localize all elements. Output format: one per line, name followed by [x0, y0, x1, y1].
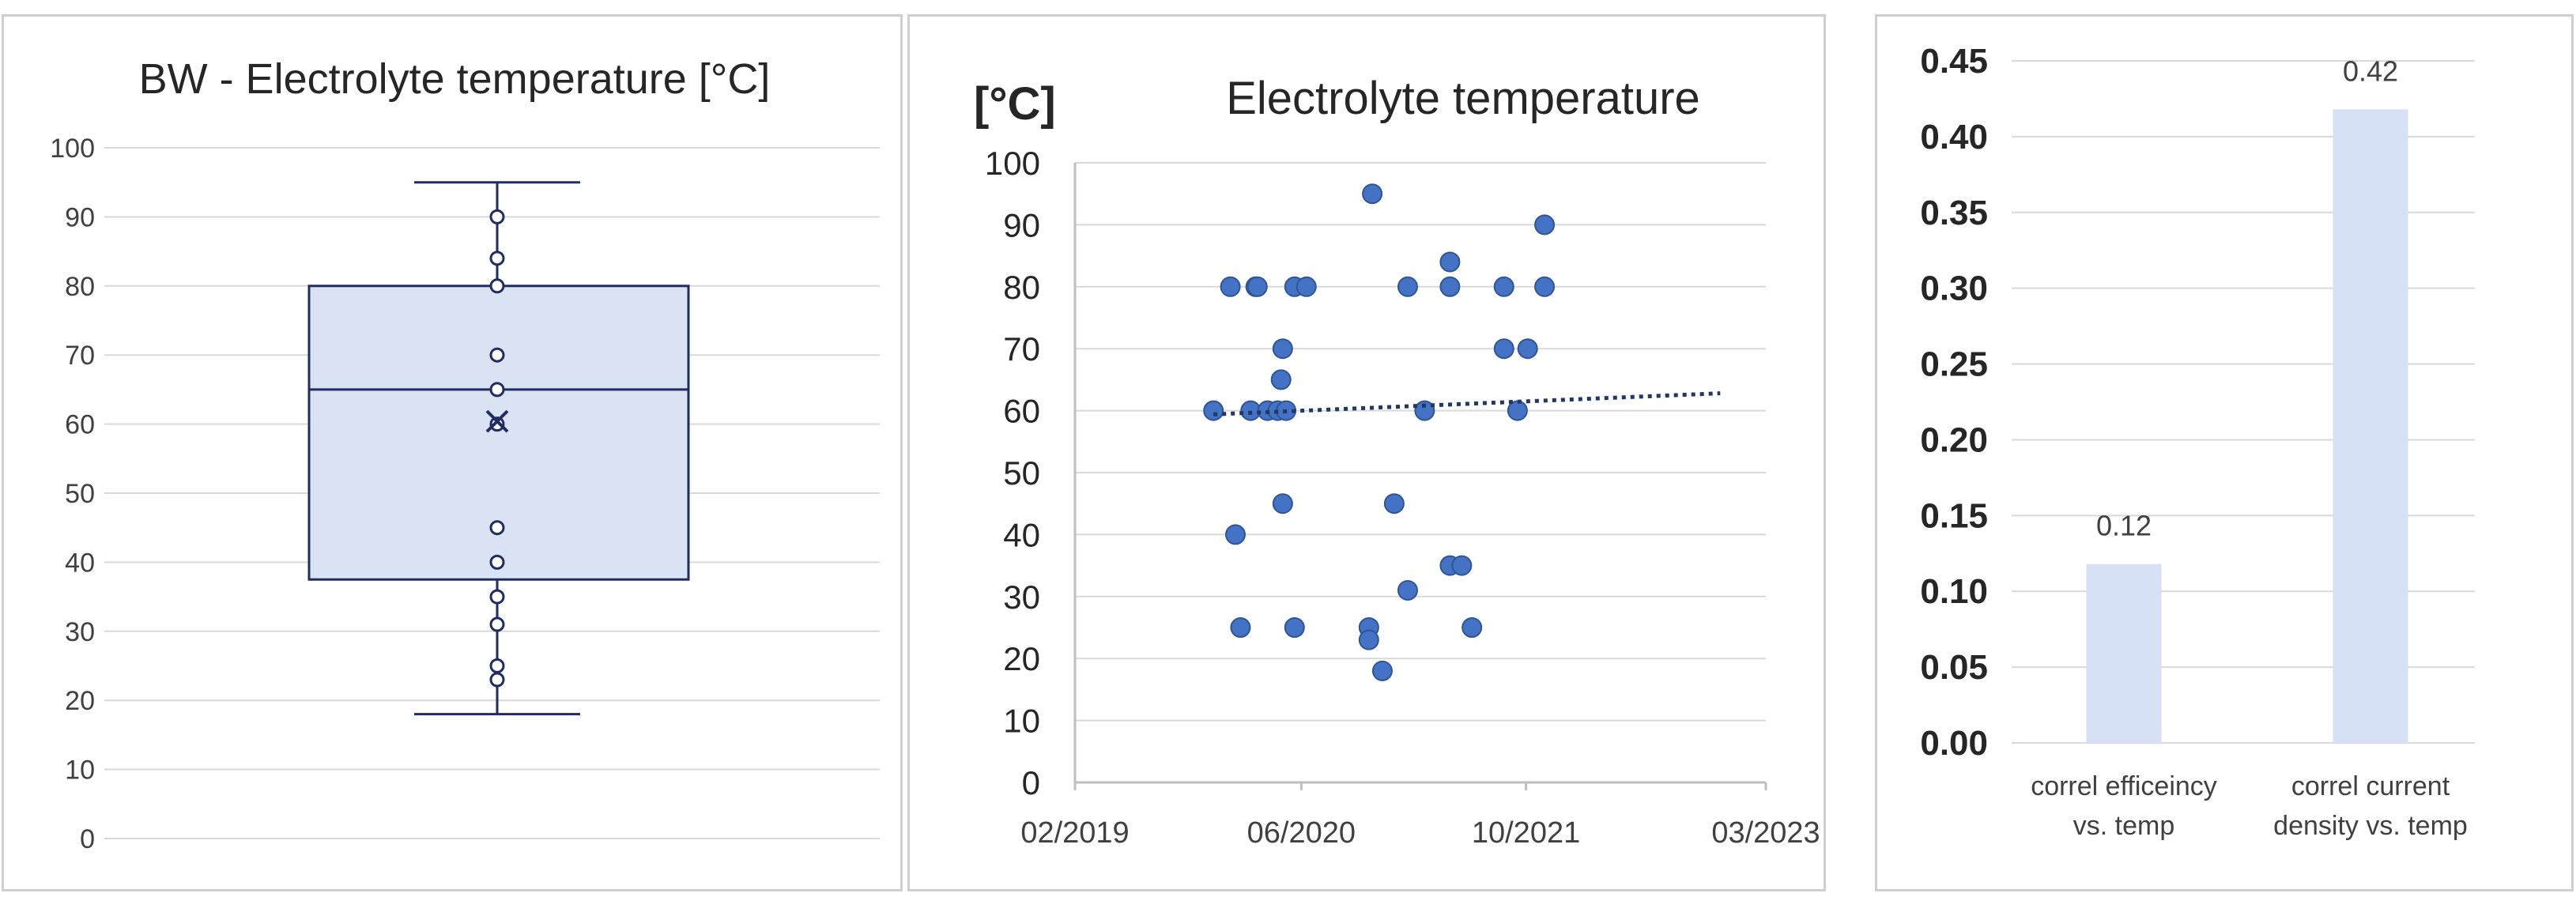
- y-tick-label: 0.25: [1920, 345, 1988, 384]
- data-point: [1383, 493, 1405, 514]
- data-point: [489, 278, 505, 294]
- x-tick-label: 10/2021: [1472, 816, 1580, 850]
- y-tick-label: 20: [65, 686, 95, 716]
- x-category-label: density vs. temp: [2273, 811, 2468, 841]
- data-point: [1272, 338, 1293, 360]
- bar-chart-panel: 0.00 0.05 0.10 0.15 0.20 0.25 0.30 0.35 0.40 0.45…: [1875, 14, 2574, 891]
- data-point: [1461, 617, 1483, 638]
- data-point: [1397, 579, 1418, 601]
- mean-marker: [485, 409, 509, 433]
- scatter-plot-chart: Electrolyte temperature [°C] 0 10 20 30 40 50 60…: [974, 73, 1820, 850]
- data-point: [1534, 276, 1556, 297]
- y-tick-label: 0.45: [1920, 42, 1988, 81]
- x-tick-label: 02/2019: [1020, 816, 1129, 850]
- y-tick-label: 50: [1003, 454, 1040, 492]
- y-tick-label: 80: [1003, 269, 1040, 306]
- y-tick-label: 0.30: [1920, 269, 1988, 308]
- x-category-label: correl current: [2291, 771, 2450, 801]
- data-point: [1397, 276, 1418, 297]
- y-tick-label: 10: [1003, 703, 1040, 740]
- data-point: [489, 554, 505, 570]
- y-tick-label: 40: [1003, 516, 1040, 553]
- y-tick-label: 0.10: [1920, 572, 1988, 611]
- data-point: [489, 209, 505, 224]
- data-point: [489, 589, 505, 605]
- y-tick-label: 90: [65, 202, 95, 232]
- y-tick-label: 30: [65, 617, 95, 647]
- interquartile-box: [307, 285, 690, 581]
- y-tick-label: 100: [50, 134, 95, 164]
- data-point: [489, 416, 505, 432]
- x-tick-label: 06/2020: [1247, 816, 1356, 850]
- box-plot-chart: BW - Electrolyte temperature [°C] 0 10 20 30…: [50, 55, 880, 854]
- data-point: [1203, 400, 1224, 421]
- data-point: [489, 382, 505, 398]
- data-point: [1270, 369, 1292, 390]
- x-category-label: vs. temp: [2073, 811, 2174, 841]
- y-tick-label: 10: [65, 756, 95, 786]
- y-tick-label: 50: [65, 479, 95, 509]
- y-tick-label: 20: [1003, 640, 1040, 677]
- x-tick-label: 03/2023: [1711, 816, 1820, 850]
- x-category-label: correl efficeincy: [2031, 771, 2217, 801]
- y-tick-label: 70: [65, 341, 95, 371]
- data-point: [1439, 251, 1461, 273]
- y-tick-label: 40: [65, 548, 95, 578]
- data-point: [1272, 493, 1293, 514]
- data-point: [1220, 276, 1241, 297]
- data-label: 0.12: [2096, 510, 2152, 542]
- data-point: [1507, 400, 1528, 421]
- data-point: [1362, 183, 1383, 205]
- data-point: [489, 672, 505, 688]
- scatter-plot-panel: Electrolyte temperature [°C] 0 10 20 30 40 50 60…: [907, 14, 1826, 891]
- data-point: [1225, 524, 1247, 545]
- chart-title: BW - Electrolyte temperature [°C]: [139, 55, 771, 103]
- bar: [2333, 109, 2408, 743]
- y-tick-label: 0: [1022, 764, 1040, 801]
- data-point: [489, 347, 505, 363]
- data-point: [1371, 660, 1393, 681]
- data-point: [1296, 276, 1317, 297]
- y-tick-label: 90: [1003, 206, 1040, 243]
- box-plot-panel: BW - Electrolyte temperature [°C] 0 10 20 30…: [2, 14, 903, 891]
- data-point: [1247, 276, 1268, 297]
- y-tick-label: 0.20: [1920, 420, 1988, 459]
- y-axis-label: [°C]: [974, 78, 1056, 130]
- y-tick-label: 0.00: [1920, 724, 1988, 763]
- data-point: [1517, 338, 1538, 360]
- y-tick-label: 0.05: [1920, 648, 1988, 687]
- data-point: [1414, 400, 1435, 421]
- y-tick-label: 100: [985, 145, 1040, 182]
- trendline: [1213, 391, 1721, 416]
- bar: [2086, 563, 2162, 743]
- y-tick-label: 60: [65, 410, 95, 440]
- data-point: [1230, 617, 1251, 638]
- data-point: [489, 520, 505, 536]
- data-point: [1451, 555, 1473, 576]
- data-point: [1534, 214, 1556, 236]
- data-point: [489, 616, 505, 632]
- y-tick-label: 30: [1003, 579, 1040, 616]
- y-tick-label: 80: [65, 272, 95, 302]
- data-point: [1358, 629, 1379, 650]
- chart-title: Electrolyte temperature: [1226, 73, 1700, 124]
- data-label: 0.42: [2343, 55, 2398, 87]
- y-tick-label: 0: [80, 824, 95, 854]
- data-point: [1439, 276, 1461, 297]
- y-tick-label: 70: [1003, 330, 1040, 367]
- y-tick-label: 0.15: [1920, 496, 1988, 535]
- data-point: [489, 658, 505, 673]
- y-tick-label: 60: [1003, 393, 1040, 430]
- y-tick-label: 0.35: [1920, 194, 1988, 232]
- data-point: [1284, 617, 1305, 638]
- bar-chart: 0.00 0.05 0.10 0.15 0.20 0.25 0.30 0.35 0.40 0.45…: [1920, 42, 2475, 841]
- data-point: [1493, 276, 1514, 297]
- data-point: [1493, 338, 1514, 360]
- y-tick-label: 0.40: [1920, 118, 1988, 156]
- data-point: [489, 251, 505, 266]
